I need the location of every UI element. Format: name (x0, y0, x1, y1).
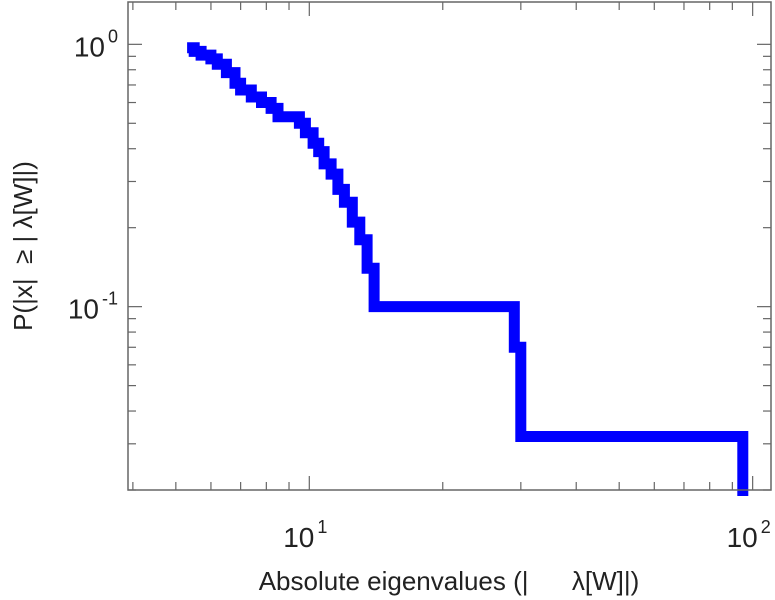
ccdf-series-line-0 (187, 42, 749, 496)
tick-labels: 10 1 10 2 10 0 10 -1 (68, 26, 771, 553)
y-axis-title: P(|x| ≥ | λ[W]|) (8, 161, 38, 331)
series-layer (187, 42, 749, 496)
y-tick-label: 10 0 (74, 26, 118, 62)
axis-ticks (128, 2, 771, 491)
x-tick-label: 10 2 (727, 517, 771, 553)
x-tick-label: 10 1 (283, 517, 327, 553)
y-tick-label: 10 -1 (68, 289, 118, 325)
plot-frame (127, 1, 772, 491)
x-axis-title: Absolute eigenvalues (| λ[W]|) (259, 566, 640, 596)
